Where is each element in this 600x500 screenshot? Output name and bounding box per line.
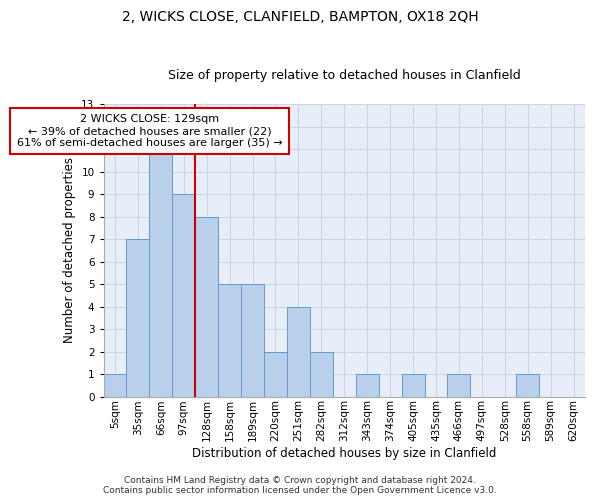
Bar [149, 149, 172, 396]
Bar [104, 374, 127, 396]
Text: 2 WICKS CLOSE: 129sqm
← 39% of detached houses are smaller (22)
61% of semi-deta: 2 WICKS CLOSE: 129sqm ← 39% of detached … [17, 114, 282, 148]
Bar [264, 352, 287, 397]
Bar [287, 306, 310, 396]
Bar [218, 284, 241, 397]
Y-axis label: Number of detached properties: Number of detached properties [62, 158, 76, 344]
Bar [241, 284, 264, 397]
Text: 2, WICKS CLOSE, CLANFIELD, BAMPTON, OX18 2QH: 2, WICKS CLOSE, CLANFIELD, BAMPTON, OX18… [122, 10, 478, 24]
Bar [195, 216, 218, 396]
Bar [127, 239, 149, 396]
Bar [516, 374, 539, 396]
Bar [310, 352, 333, 397]
Bar [401, 374, 425, 396]
X-axis label: Distribution of detached houses by size in Clanfield: Distribution of detached houses by size … [192, 447, 496, 460]
Title: Size of property relative to detached houses in Clanfield: Size of property relative to detached ho… [168, 69, 521, 82]
Text: Contains HM Land Registry data © Crown copyright and database right 2024.
Contai: Contains HM Land Registry data © Crown c… [103, 476, 497, 495]
Bar [448, 374, 470, 396]
Bar [356, 374, 379, 396]
Bar [172, 194, 195, 396]
